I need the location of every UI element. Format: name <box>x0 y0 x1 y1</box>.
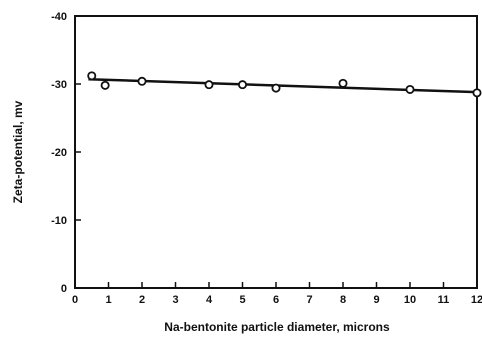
x-axis-ticks: 0 1 2 3 4 5 6 7 8 9 10 11 12 <box>72 282 482 306</box>
x-tick-label: 10 <box>404 294 416 306</box>
x-tick-label: 8 <box>340 294 346 306</box>
x-tick-label: 3 <box>172 294 178 306</box>
data-point <box>338 78 348 88</box>
x-tick-label: 1 <box>105 294 111 306</box>
y-axis-ticks: 0 -10 -20 -30 -40 <box>51 11 81 295</box>
y-axis-label: Zeta-potential, mv <box>11 100 25 203</box>
plot-frame <box>74 15 478 289</box>
data-point <box>271 83 281 93</box>
y-tick-label: -30 <box>51 79 67 91</box>
y-tick-label: -10 <box>51 215 67 227</box>
data-point <box>405 84 415 94</box>
x-tick-label: 2 <box>139 294 145 306</box>
data-point <box>204 80 214 90</box>
fit-line <box>88 77 478 94</box>
data-points-layer <box>87 71 482 98</box>
data-point <box>237 80 247 90</box>
data-point <box>87 71 97 81</box>
x-axis-label: Na-bentonite particle diameter, microns <box>164 320 390 334</box>
x-tick-label: 11 <box>438 294 450 306</box>
y-tick-label: -20 <box>51 147 67 159</box>
x-tick-label: 7 <box>306 294 312 306</box>
data-point <box>472 88 482 98</box>
x-tick-label: 6 <box>273 294 279 306</box>
x-tick-label: 5 <box>239 294 245 306</box>
data-point <box>137 76 147 86</box>
y-tick-label: -40 <box>51 11 67 23</box>
x-tick-label: 4 <box>206 294 213 306</box>
data-point <box>100 80 110 90</box>
fit-line-layer <box>88 77 478 94</box>
x-tick-label: 12 <box>471 294 482 306</box>
x-tick-label: 9 <box>373 294 379 306</box>
plot-area <box>74 15 478 289</box>
x-tick-label: 0 <box>72 294 78 306</box>
y-tick-label: 0 <box>61 283 67 295</box>
